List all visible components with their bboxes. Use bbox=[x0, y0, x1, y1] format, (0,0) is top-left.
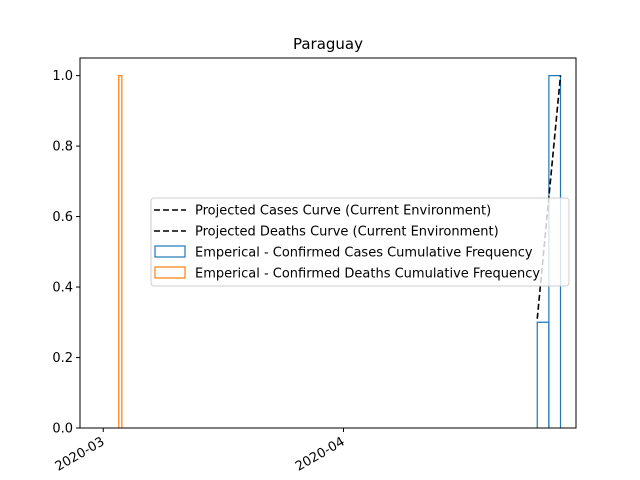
legend-box bbox=[150, 197, 570, 287]
y-tick-label-5: 1.0 bbox=[52, 69, 73, 84]
y-tick-label-2: 0.4 bbox=[52, 281, 73, 296]
legend-label-3: Emperical - Confirmed Deaths Cumulative … bbox=[195, 267, 540, 282]
legend-label-1: Projected Deaths Curve (Current Environm… bbox=[195, 225, 499, 240]
x-axis: 2020-03 2020-04 bbox=[53, 428, 348, 475]
plot-frame bbox=[79, 57, 577, 429]
y-tick-label-0: 0.0 bbox=[52, 422, 73, 437]
x-tick-label-0: 2020-03 bbox=[53, 434, 108, 474]
y-tick-label-1: 0.2 bbox=[52, 351, 73, 366]
legend-swatch-2 bbox=[154, 245, 186, 258]
legend-swatch-3 bbox=[154, 266, 186, 279]
y-axis: 0.0 0.2 0.4 0.6 0.8 1.0 bbox=[52, 69, 80, 437]
legend: Projected Cases Curve (Current Environme… bbox=[150, 197, 570, 287]
series-2-bin-0 bbox=[536, 321, 550, 428]
x-tick-label-1: 2020-04 bbox=[293, 434, 348, 474]
series-3-bin-0 bbox=[118, 75, 123, 428]
legend-label-0: Projected Cases Curve (Current Environme… bbox=[195, 204, 491, 219]
legend-label-2: Emperical - Confirmed Cases Cumulative F… bbox=[195, 246, 533, 261]
y-tick-label-3: 0.6 bbox=[52, 210, 73, 225]
y-tick-label-4: 0.8 bbox=[52, 140, 73, 155]
chart-title: Paraguay bbox=[293, 35, 363, 53]
